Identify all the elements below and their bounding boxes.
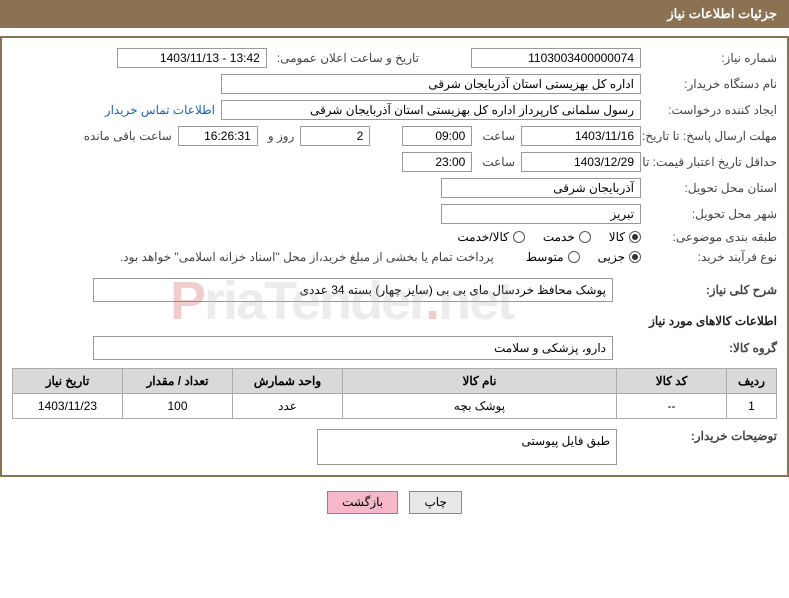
radio-icon — [513, 231, 525, 243]
th-date: تاریخ نیاز — [13, 369, 123, 394]
radio-kala-khadamat-label: کالا/خدمت — [457, 230, 508, 244]
category-label: طبقه بندی موضوعی: — [647, 230, 777, 244]
reply-deadline-label: مهلت ارسال پاسخ: تا تاریخ: — [647, 129, 777, 143]
price-validity-date-field: 1403/12/29 — [521, 152, 641, 172]
radio-jozi[interactable]: جزیی — [598, 250, 641, 264]
th-row: ردیف — [727, 369, 777, 394]
buyer-org-field: اداره کل بهزیستی استان آذربایجان شرقی — [221, 74, 641, 94]
radio-khadamat-label: خدمت — [543, 230, 575, 244]
td-name: پوشک بچه — [343, 394, 617, 419]
delivery-province-field: آذربایجان شرقی — [441, 178, 641, 198]
radio-kala-khadamat[interactable]: کالا/خدمت — [457, 230, 524, 244]
delivery-city-label: شهر محل تحویل: — [647, 207, 777, 221]
buyer-notes-label: توضیحات خریدار: — [647, 429, 777, 443]
buyer-notes-field: طبق فایل پیوستی — [317, 429, 617, 465]
days-count-field: 2 — [300, 126, 370, 146]
announce-date-label: تاریخ و ساعت اعلان عمومی: — [273, 51, 419, 65]
th-unit: واحد شمارش — [233, 369, 343, 394]
category-radio-group: کالا خدمت کالا/خدمت — [457, 230, 641, 244]
th-qty: تعداد / مقدار — [123, 369, 233, 394]
radio-icon — [579, 231, 591, 243]
time-label-2: ساعت — [478, 155, 515, 169]
buyer-org-label: نام دستگاه خریدار: — [647, 77, 777, 91]
page-title: جزئیات اطلاعات نیاز — [667, 6, 777, 21]
td-qty: 100 — [123, 394, 233, 419]
back-button[interactable]: بازگشت — [327, 491, 398, 514]
td-unit: عدد — [233, 394, 343, 419]
days-suffix: روز و — [264, 129, 295, 143]
general-desc-field: پوشک محافظ خردسال مای بی بی (سایز چهار) … — [93, 278, 613, 302]
td-code: -- — [617, 394, 727, 419]
requester-field: رسول سلمانی کارپرداز اداره کل بهزیستی اس… — [221, 100, 641, 120]
time-label-1: ساعت — [478, 129, 515, 143]
td-row: 1 — [727, 394, 777, 419]
buyer-contact-link[interactable]: اطلاعات تماس خریدار — [105, 103, 215, 117]
table-row: 1 -- پوشک بچه عدد 100 1403/11/23 — [13, 394, 777, 419]
need-number-field: 1103003400000074 — [471, 48, 641, 68]
purchase-type-radio-group: جزیی متوسط — [526, 250, 641, 264]
delivery-province-label: استان محل تحویل: — [647, 181, 777, 195]
purchase-type-label: نوع فرآیند خرید: — [647, 250, 777, 264]
radio-icon — [629, 231, 641, 243]
radio-kala[interactable]: کالا — [609, 230, 641, 244]
radio-motavaset-label: متوسط — [526, 250, 564, 264]
goods-group-label: گروه کالا: — [647, 341, 777, 355]
th-code: کد کالا — [617, 369, 727, 394]
form-panel: شماره نیاز: 1103003400000074 تاریخ و ساع… — [0, 36, 789, 477]
general-desc-label: شرح کلی نیاز: — [647, 283, 777, 297]
radio-icon — [568, 251, 580, 263]
radio-icon — [629, 251, 641, 263]
announce-date-field: 13:42 - 1403/11/13 — [117, 48, 267, 68]
goods-group-field: دارو، پزشکی و سلامت — [93, 336, 613, 360]
page-header: جزئیات اطلاعات نیاز — [0, 0, 789, 28]
radio-jozi-label: جزیی — [598, 250, 625, 264]
reply-date-field: 1403/11/16 — [521, 126, 641, 146]
th-name: نام کالا — [343, 369, 617, 394]
countdown-field: 16:26:31 — [178, 126, 258, 146]
radio-motavaset[interactable]: متوسط — [526, 250, 580, 264]
purchase-note: پرداخت تمام یا بخشی از مبلغ خرید،از محل … — [120, 250, 494, 264]
button-row: چاپ بازگشت — [0, 491, 789, 514]
requester-label: ایجاد کننده درخواست: — [647, 103, 777, 117]
price-validity-label: حداقل تاریخ اعتبار قیمت: تا تاریخ: — [647, 155, 777, 169]
delivery-city-field: تبریز — [441, 204, 641, 224]
radio-kala-label: کالا — [609, 230, 625, 244]
remaining-label: ساعت باقی مانده — [80, 129, 172, 143]
goods-info-title: اطلاعات کالاهای مورد نیاز — [12, 314, 777, 328]
price-validity-time-field: 23:00 — [402, 152, 472, 172]
print-button[interactable]: چاپ — [409, 491, 461, 514]
need-number-label: شماره نیاز: — [647, 51, 777, 65]
reply-time-field: 09:00 — [402, 126, 472, 146]
radio-khadamat[interactable]: خدمت — [543, 230, 591, 244]
goods-table: ردیف کد کالا نام کالا واحد شمارش تعداد /… — [12, 368, 777, 419]
td-date: 1403/11/23 — [13, 394, 123, 419]
